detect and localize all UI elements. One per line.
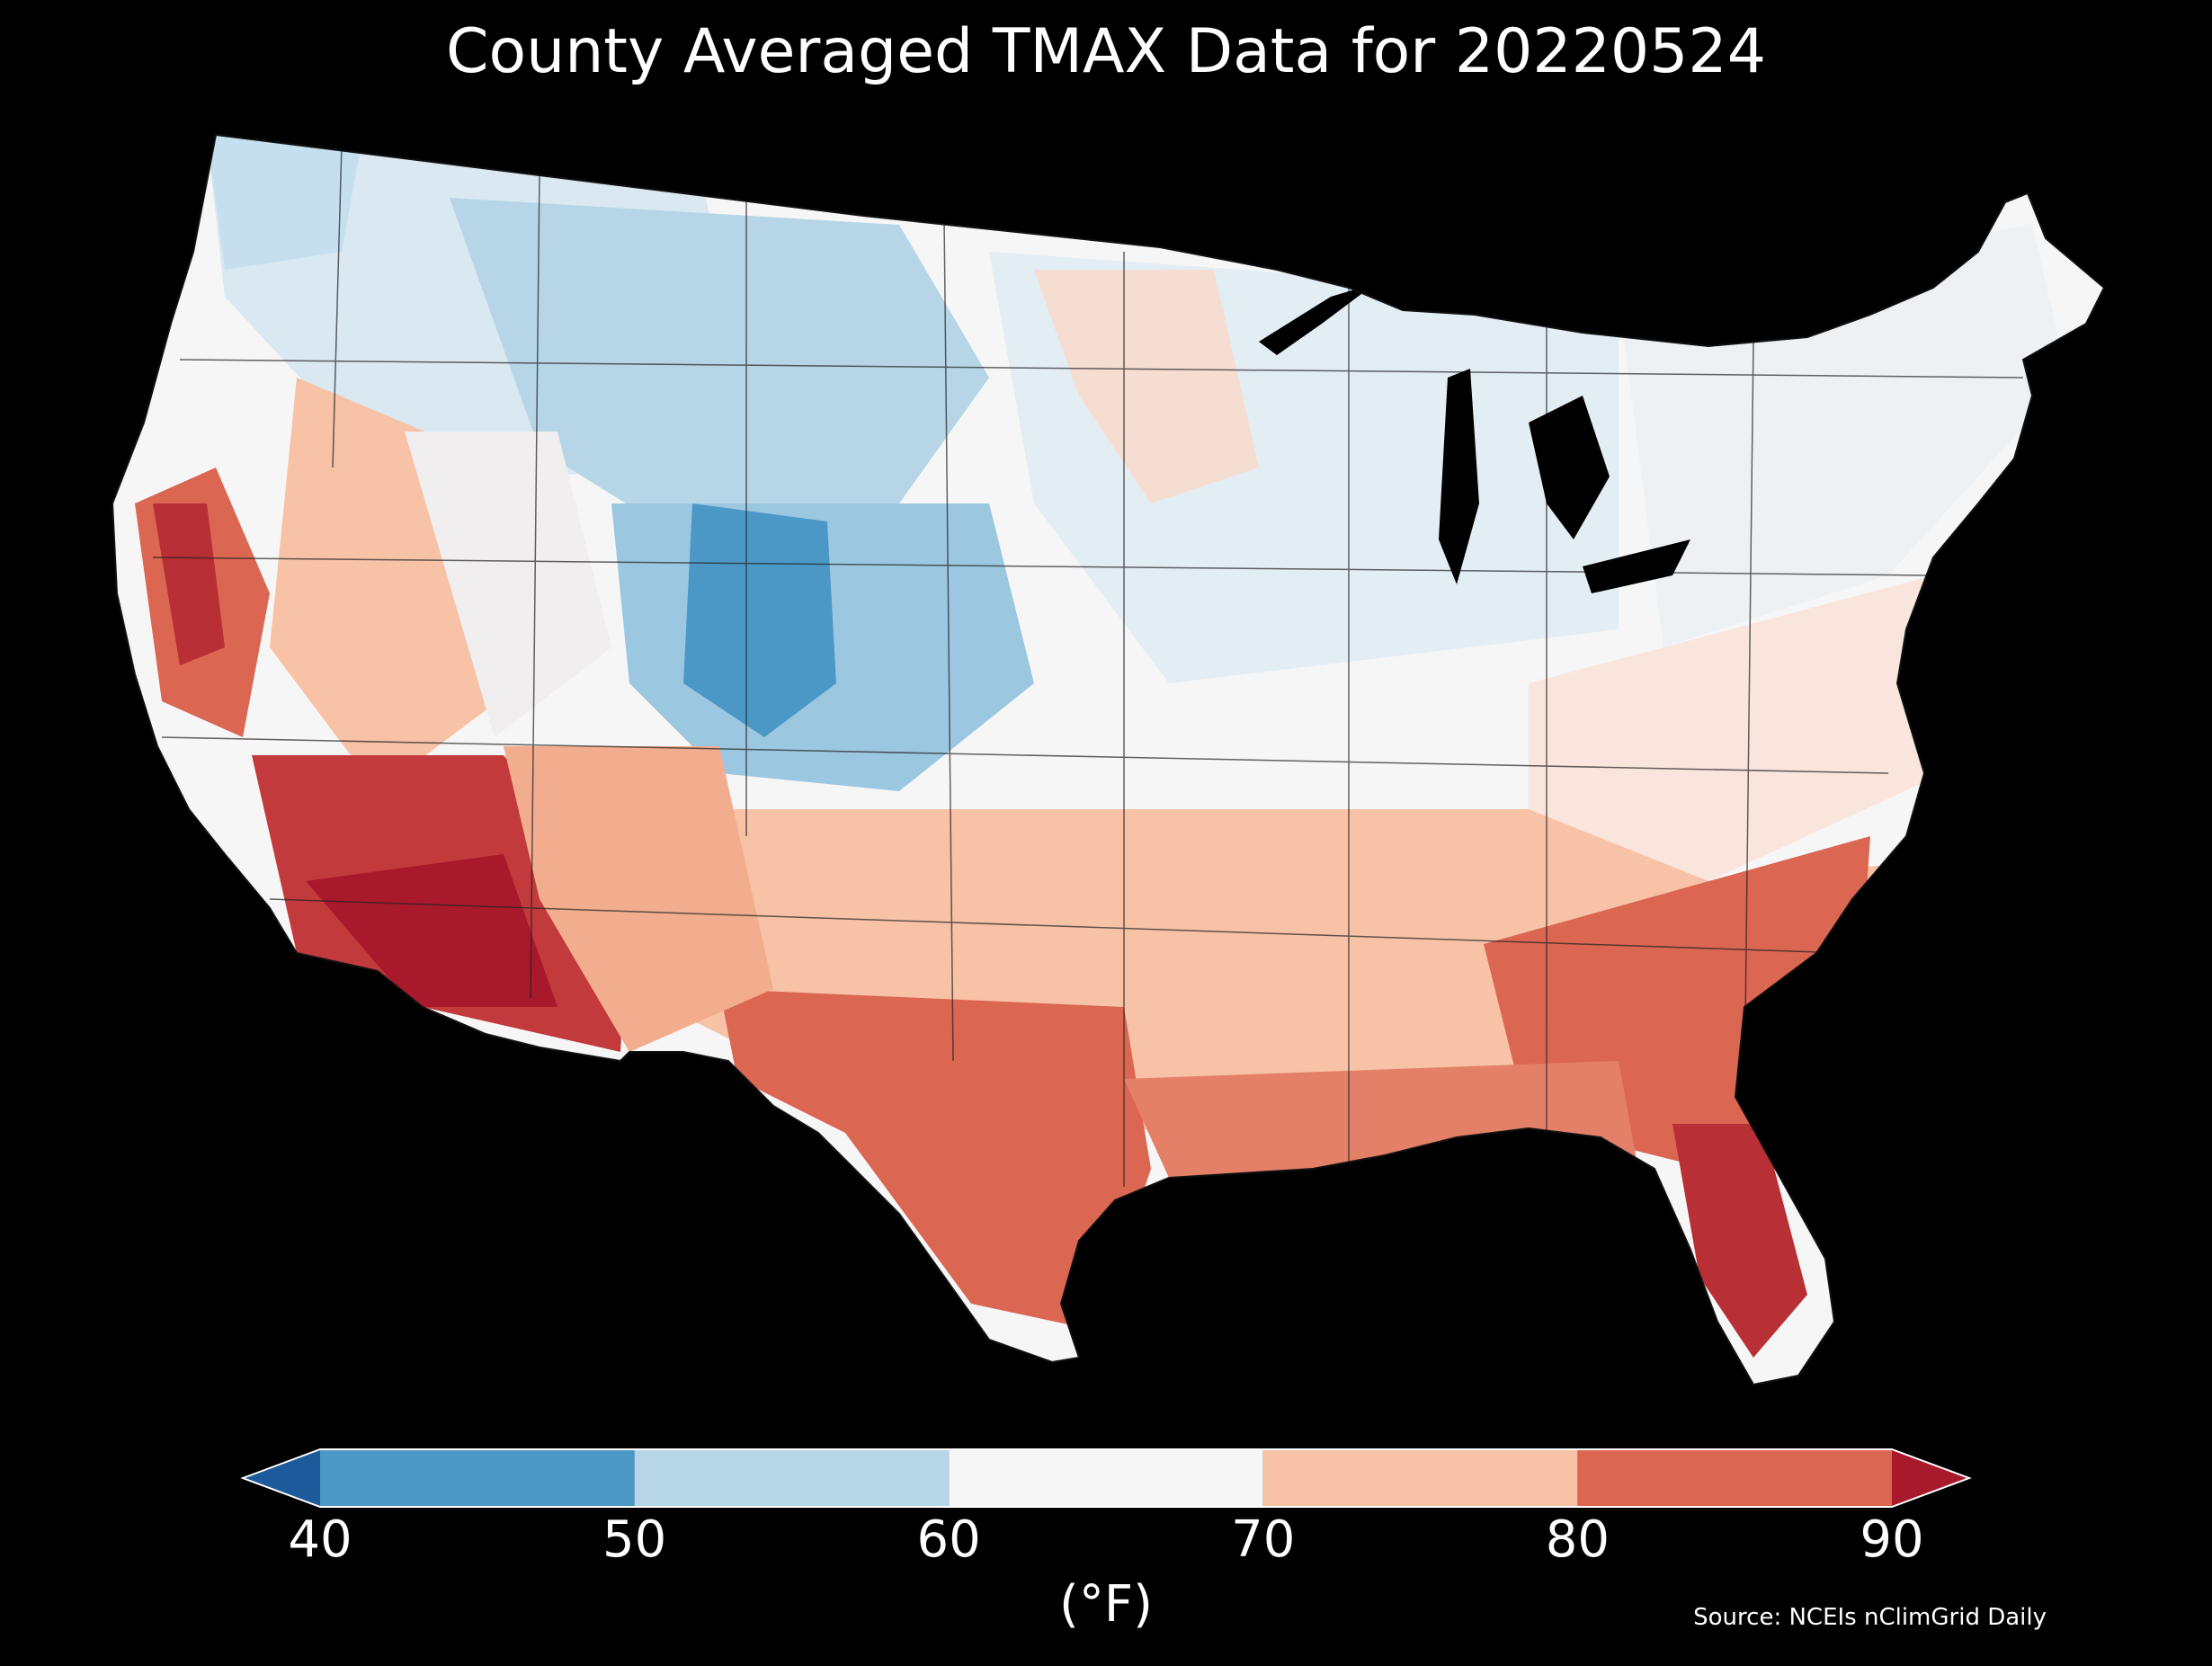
colorbar-tick-label: 50 <box>602 1510 667 1569</box>
region-gulf-coast <box>1124 1061 1637 1178</box>
colorbar-extend-low <box>243 1449 320 1507</box>
region-pacific-northwest <box>207 135 360 270</box>
colorbar-unit-label: (°F) <box>1059 1575 1153 1634</box>
colorbar-outline <box>240 1448 1972 1508</box>
region-great-basin-mild <box>405 432 611 737</box>
region-new-mexico-texas-warm <box>504 746 773 1052</box>
colorbar-bin <box>949 1449 1263 1507</box>
region-central-rockies-cold <box>683 503 836 737</box>
map-title: County Averaged TMAX Data for 20220524 <box>446 16 1766 87</box>
lake-superior <box>1259 283 1376 355</box>
region-plains-warm <box>1034 270 1259 503</box>
colorbar-tick-label: 60 <box>916 1510 981 1569</box>
colorbar-extend-high <box>1892 1449 1969 1507</box>
region-northeast <box>1619 225 2068 647</box>
colorbar-bin <box>1577 1449 1892 1507</box>
region-montana-wyoming <box>450 198 989 539</box>
region-arizona-hot <box>306 854 557 1007</box>
region-california-valley <box>153 503 225 665</box>
border-line <box>152 359 2024 954</box>
colorbar-tick-label: 90 <box>1860 1510 1924 1569</box>
colorbar <box>240 1448 1972 1508</box>
colorbar-bin <box>634 1449 950 1507</box>
lake-erie <box>1583 539 1690 593</box>
colorbar-tick-label: 80 <box>1545 1510 1610 1569</box>
border-line <box>332 143 1754 1187</box>
lake-huron <box>1529 396 1610 539</box>
region-florida <box>1672 1124 1807 1358</box>
colorbar-bin <box>320 1449 635 1507</box>
region-texas <box>719 989 1151 1331</box>
source-note: Source: NCEIs nClimGrid Daily <box>1693 1604 2047 1631</box>
us-outline <box>111 133 2106 1386</box>
colorbar-tick-label: 70 <box>1231 1510 1296 1569</box>
region-midatlantic <box>1529 575 1933 881</box>
lake-michigan <box>1439 369 1479 584</box>
colorbar-tick-label: 40 <box>288 1510 352 1569</box>
colorbar-bin <box>1262 1449 1578 1507</box>
